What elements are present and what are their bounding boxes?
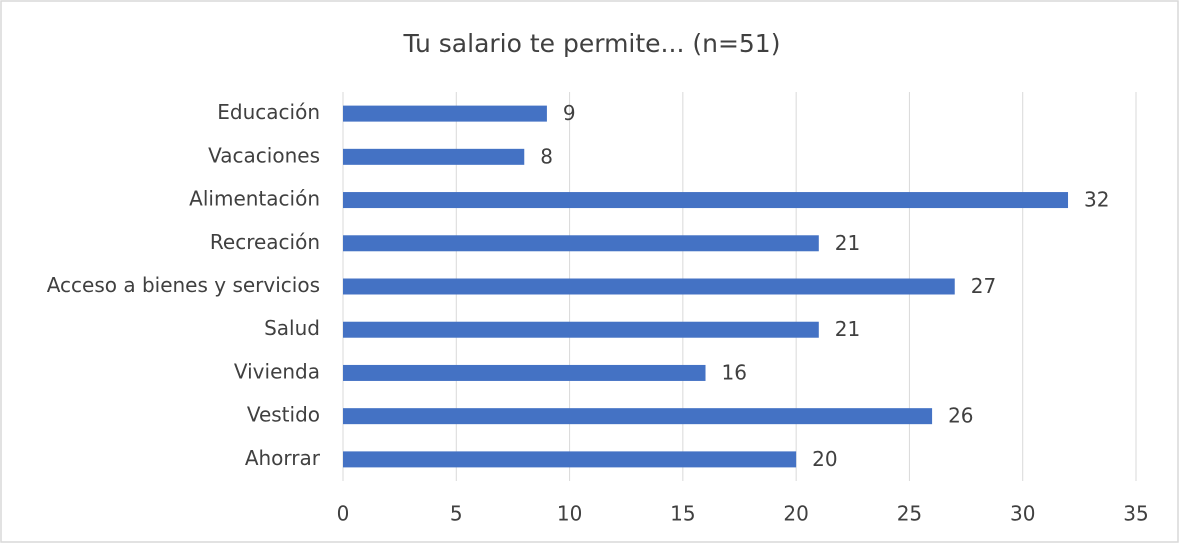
x-tick-label: 25 bbox=[897, 502, 922, 526]
y-tick-label: Vestido bbox=[247, 403, 320, 427]
bar bbox=[343, 105, 547, 122]
x-tick-label: 0 bbox=[337, 502, 350, 526]
y-tick-label: Vivienda bbox=[234, 359, 320, 383]
bar bbox=[343, 192, 1069, 209]
y-tick-label: Ahorrar bbox=[245, 446, 321, 470]
data-label: 21 bbox=[835, 317, 860, 341]
bar bbox=[343, 278, 955, 295]
y-tick-label: Alimentación bbox=[189, 187, 320, 211]
x-tick-label: 20 bbox=[783, 502, 808, 526]
y-tick-label: Recreación bbox=[210, 230, 320, 254]
data-label: 16 bbox=[722, 360, 747, 384]
y-tick-label: Salud bbox=[264, 316, 320, 340]
bar bbox=[343, 148, 525, 165]
x-tick-label: 5 bbox=[450, 502, 463, 526]
data-label: 20 bbox=[812, 447, 837, 471]
x-tick-label: 10 bbox=[557, 502, 582, 526]
y-tick-label: Educación bbox=[217, 100, 320, 124]
y-tick-label: Acceso a bienes y servicios bbox=[47, 273, 320, 297]
data-label: 27 bbox=[971, 274, 996, 298]
data-label: 32 bbox=[1084, 188, 1109, 212]
x-tick-label: 35 bbox=[1123, 502, 1148, 526]
bar bbox=[343, 364, 706, 381]
data-label: 8 bbox=[540, 144, 553, 168]
x-tick-label: 15 bbox=[670, 502, 695, 526]
chart-title: Tu salario te permite... (n=51) bbox=[403, 29, 781, 58]
bar bbox=[343, 235, 819, 252]
x-tick-label: 30 bbox=[1010, 502, 1035, 526]
data-label: 26 bbox=[948, 404, 973, 428]
bar bbox=[343, 408, 933, 425]
data-label: 9 bbox=[563, 101, 576, 125]
data-label: 21 bbox=[835, 231, 860, 255]
bar bbox=[343, 321, 819, 338]
y-tick-label: Vacaciones bbox=[208, 143, 320, 167]
bar bbox=[343, 451, 797, 468]
